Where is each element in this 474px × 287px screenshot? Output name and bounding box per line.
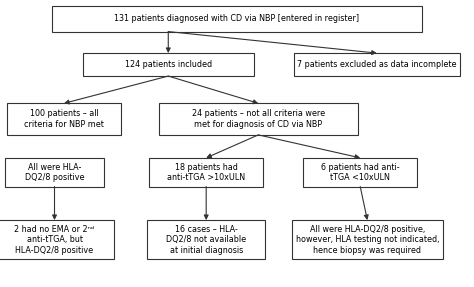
Text: 131 patients diagnosed with CD via NBP [entered in register]: 131 patients diagnosed with CD via NBP [… [114, 14, 360, 23]
FancyBboxPatch shape [52, 6, 422, 32]
Text: 6 patients had anti-
tTGA <10xULN: 6 patients had anti- tTGA <10xULN [321, 162, 400, 182]
Text: 124 patients included: 124 patients included [125, 60, 212, 69]
Text: All were HLA-
DQ2/8 positive: All were HLA- DQ2/8 positive [25, 162, 84, 182]
FancyBboxPatch shape [294, 53, 460, 76]
FancyBboxPatch shape [303, 158, 417, 187]
FancyBboxPatch shape [292, 220, 443, 259]
Text: 100 patients – all
criteria for NBP met: 100 patients – all criteria for NBP met [24, 109, 104, 129]
Text: 16 cases – HLA-
DQ2/8 not available
at initial diagnosis: 16 cases – HLA- DQ2/8 not available at i… [166, 225, 246, 255]
FancyBboxPatch shape [0, 220, 114, 259]
Text: 7 patients excluded as data incomplete: 7 patients excluded as data incomplete [297, 60, 456, 69]
FancyBboxPatch shape [83, 53, 254, 76]
Text: All were HLA-DQ2/8 positive,
however, HLA testing not indicated,
hence biopsy wa: All were HLA-DQ2/8 positive, however, HL… [296, 225, 439, 255]
FancyBboxPatch shape [147, 220, 265, 259]
FancyBboxPatch shape [149, 158, 263, 187]
FancyBboxPatch shape [159, 103, 358, 135]
Text: 2 had no EMA or 2ⁿᵈ
anti-tTGA, but
HLA-DQ2/8 positive: 2 had no EMA or 2ⁿᵈ anti-tTGA, but HLA-D… [14, 225, 95, 255]
Text: 18 patients had
anti-tTGA >10xULN: 18 patients had anti-tTGA >10xULN [167, 162, 245, 182]
Text: 24 patients – not all criteria were
met for diagnosis of CD via NBP: 24 patients – not all criteria were met … [192, 109, 325, 129]
FancyBboxPatch shape [7, 103, 121, 135]
FancyBboxPatch shape [5, 158, 104, 187]
